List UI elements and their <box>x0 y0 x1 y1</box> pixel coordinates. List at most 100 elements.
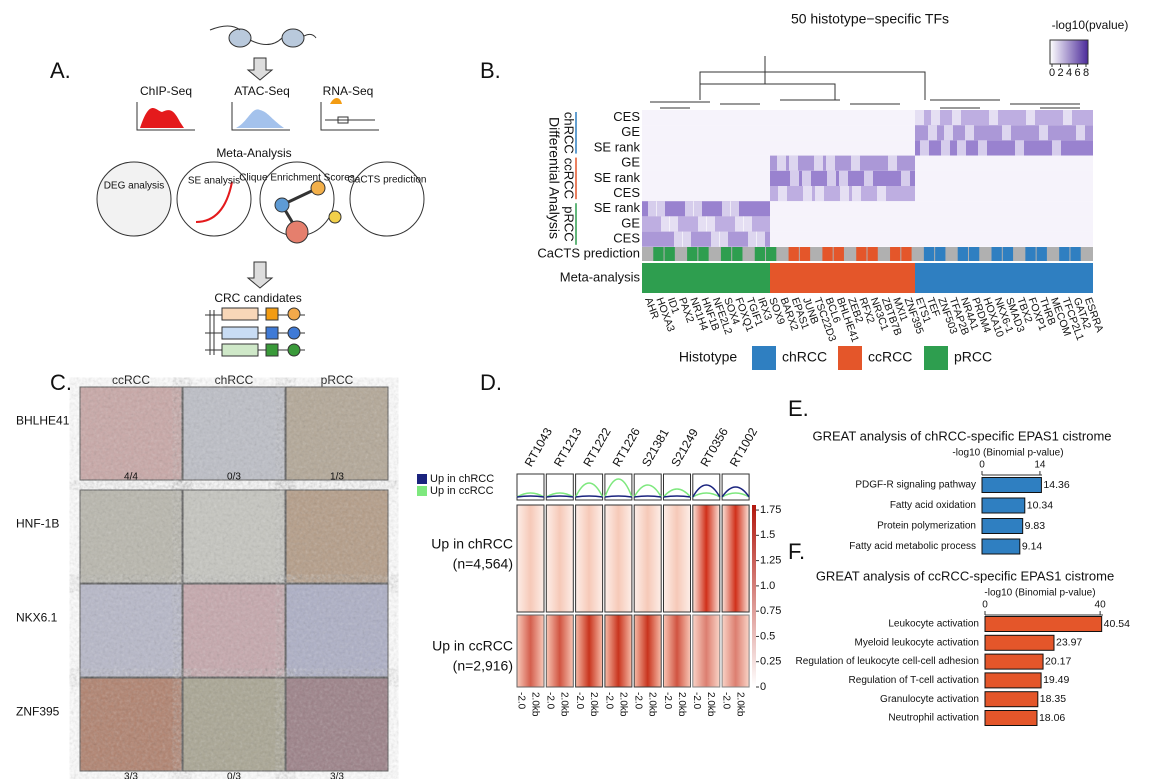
heatmap-bottom <box>604 614 633 688</box>
heatmap-top <box>633 504 662 613</box>
cacts-cell <box>653 247 664 261</box>
cluster-label: Up in ccRCC <box>432 638 513 654</box>
cacts-cell <box>754 247 766 261</box>
heatmap-bottom <box>516 614 545 688</box>
heatmap-cell <box>1026 110 1035 126</box>
heatmap-cell <box>1039 125 1048 141</box>
heatmap-cell <box>928 125 937 141</box>
score-label: 0/3 <box>227 772 241 779</box>
row-label: NKX6.1 <box>16 611 58 625</box>
column-label: pRCC <box>321 373 354 387</box>
bar <box>981 497 1026 514</box>
heatmap-cell <box>852 186 861 202</box>
x-label: 2.0kb <box>529 692 540 717</box>
x-label: -2.0 <box>545 692 556 710</box>
cacts-cell <box>957 247 968 261</box>
cacts-cell <box>698 247 709 261</box>
heatmap-cell <box>722 201 731 217</box>
ihc-texture <box>80 584 182 677</box>
panel-label: E. <box>788 396 809 421</box>
chart-title: GREAT analysis of chRCC-specific EPAS1 c… <box>812 428 1111 443</box>
colorbar <box>752 505 756 687</box>
legend-swatch <box>924 346 948 370</box>
legend-swatch <box>417 486 427 496</box>
cacts-cell <box>856 247 867 261</box>
ihc-texture <box>183 584 285 677</box>
heatmap-bottom <box>545 614 574 688</box>
profile-up-ch <box>516 495 545 498</box>
row-label: BHLHE41 <box>16 414 70 428</box>
heatmap-cell <box>814 155 823 171</box>
ihc-texture <box>183 678 285 771</box>
profile-up-cc <box>545 492 574 498</box>
heatmap-row <box>642 186 1093 202</box>
row-label: GE <box>621 215 640 230</box>
cacts-cell <box>720 247 732 261</box>
heatmap-cell <box>915 110 924 126</box>
heatmap-top <box>604 504 633 613</box>
colorbar-tick-label: 1.25 <box>760 555 781 567</box>
colorbar-tick-label: 0 <box>1049 67 1055 79</box>
bar <box>981 538 1021 555</box>
cacts-cell <box>788 247 799 261</box>
cluster-label: (n=4,564) <box>453 556 513 572</box>
heatmap-cell <box>790 170 799 186</box>
cacts-cell <box>833 247 844 261</box>
meta-title: Meta-Analysis <box>216 146 291 160</box>
cacts-cell <box>664 247 675 261</box>
value-label: 23.97 <box>1056 637 1082 649</box>
x-label: -2.0 <box>691 692 702 710</box>
axis-label: -log10 (Binomial p-value) <box>952 448 1063 459</box>
heatmap-bottom <box>663 614 691 688</box>
colorbar-tick-label: 2 <box>1057 67 1063 79</box>
heatmap-cell <box>901 170 910 186</box>
profile-box <box>516 473 545 501</box>
ihc-texture <box>286 387 388 480</box>
category-label: Leukocyte activation <box>888 619 979 630</box>
bar <box>981 518 1024 534</box>
profile-up-cc <box>692 492 721 498</box>
score-label: 0/3 <box>227 472 241 483</box>
category-label: Neutrophil activation <box>888 713 979 724</box>
row-label: SE rank <box>594 170 641 185</box>
heatmap-cell <box>698 216 707 232</box>
sample-label: S21381 <box>639 426 672 469</box>
bar <box>984 634 1055 651</box>
profile-up-ch <box>663 495 691 498</box>
sample-label: RT1002 <box>727 425 761 469</box>
heatmap-cell <box>851 155 860 171</box>
heatmap-cell <box>693 201 702 217</box>
profile-up-cc <box>604 478 633 498</box>
value-label: 9.83 <box>1025 520 1046 532</box>
profile-up-ch <box>634 495 662 498</box>
colorbar-tick-label: 0.25 <box>760 656 781 668</box>
row-label: GE <box>621 155 640 170</box>
analysis-label: CaCTS prediction <box>348 175 427 186</box>
heatmap-cell <box>756 231 765 247</box>
panel-label: C. <box>50 370 72 395</box>
column-label: ccRCC <box>112 373 150 387</box>
value-label: 18.35 <box>1040 693 1066 705</box>
score-label: 3/3 <box>124 772 138 779</box>
x-tick-label: 0 <box>979 460 985 471</box>
legend-label: pRCC <box>954 349 992 365</box>
heatmap-cell <box>656 201 665 217</box>
heatmap-cell <box>777 155 786 171</box>
heatmap-cell <box>1015 140 1024 156</box>
cacts-cell <box>732 247 743 261</box>
x-tick-label: 0 <box>982 600 988 611</box>
colorbar-tick-label: 1.0 <box>760 580 775 592</box>
heatmap-cell <box>839 170 848 186</box>
heatmap-bottom <box>721 614 750 688</box>
heatmap-cell <box>815 186 824 202</box>
heatmap-cell <box>989 110 998 126</box>
heatmap-cell <box>789 155 798 171</box>
cacts-cell <box>799 247 811 261</box>
category-label: PDGF-R signaling pathway <box>855 480 976 491</box>
heatmap-cell <box>978 140 987 156</box>
analysis-label: DEG analysis <box>104 181 165 192</box>
ihc-texture <box>183 387 285 480</box>
profile-box <box>663 473 691 501</box>
cacts-cell <box>1002 247 1014 261</box>
